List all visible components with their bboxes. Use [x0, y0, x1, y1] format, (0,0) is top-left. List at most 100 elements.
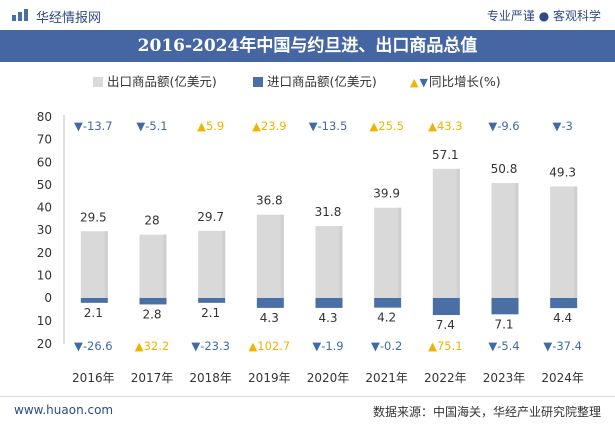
- import-bar-3: [256, 298, 284, 308]
- export-growth-label-2: ▲5.9: [197, 119, 224, 133]
- y-tick-label-top-4: 40: [37, 201, 52, 215]
- import-value-label-8: 4.4: [553, 311, 572, 325]
- import-bar-6: [432, 298, 460, 316]
- y-tick-label-top-2: 20: [37, 246, 52, 260]
- import-value-label-3: 4.3: [260, 311, 279, 325]
- export-growth-label-5: ▲25.5: [369, 119, 403, 133]
- y-tick-label-top-6: 60: [37, 155, 52, 169]
- y-tick-label-top-7: 70: [37, 133, 52, 147]
- export-growth-label-6: ▲43.3: [428, 119, 462, 133]
- import-value-label-7: 7.1: [494, 317, 513, 331]
- y-tick-label-top-0: 0: [44, 291, 52, 305]
- import-growth-label-5: ▼-0.2: [371, 339, 402, 353]
- export-bar-7: [491, 183, 519, 298]
- import-bar-0: [80, 298, 108, 303]
- import-value-label-6: 7.4: [436, 318, 455, 332]
- footer: www.huaon.com 数据来源：中国海关，华经产业研究院整理: [0, 396, 615, 428]
- y-tick-label-top-5: 50: [37, 178, 52, 192]
- x-tick-label-5: 2021年: [365, 371, 408, 385]
- import-value-label-5: 4.2: [377, 311, 396, 325]
- export-value-label-0: 29.5: [80, 210, 107, 224]
- export-bar-edge-4: [339, 226, 343, 298]
- export-growth-label-7: ▼-9.6: [488, 119, 519, 133]
- export-bar-2: [198, 230, 226, 298]
- export-bar-edge-0: [104, 231, 108, 298]
- export-bar-1: [139, 234, 167, 298]
- import-growth-label-2: ▼-23.3: [191, 339, 230, 353]
- down-triangle-icon: ▼: [419, 76, 428, 89]
- import-growth-label-0: ▼-26.6: [74, 339, 113, 353]
- chart-legend: 出口商品额(亿美元) 进口商品额(亿美元) ▲▼同比增长(%): [0, 70, 615, 94]
- export-bar-4: [315, 226, 343, 298]
- export-bar-edge-8: [574, 186, 578, 298]
- export-bar-edge-6: [456, 168, 460, 298]
- export-bar-5: [374, 207, 402, 298]
- x-tick-label-8: 2024年: [541, 371, 584, 385]
- y-tick-label-bottom-0: 10: [37, 314, 52, 328]
- y-tick-label-bottom-1: 20: [37, 337, 52, 351]
- legend-export-label: 出口商品额(亿美元): [107, 74, 217, 89]
- import-growth-label-1: ▲32.2: [135, 339, 169, 353]
- export-bar-3: [256, 214, 284, 298]
- import-value-label-0: 2.1: [84, 306, 103, 320]
- export-bar-edge-2: [222, 230, 226, 298]
- import-growth-label-3: ▲102.7: [248, 339, 290, 353]
- import-bar-7: [491, 298, 519, 315]
- export-value-label-6: 57.1: [432, 148, 459, 162]
- y-tick-label-top-8: 80: [37, 110, 52, 124]
- import-bar-8: [550, 298, 578, 309]
- import-growth-label-6: ▲75.1: [428, 339, 462, 353]
- import-bar-4: [315, 298, 343, 308]
- x-tick-label-7: 2023年: [483, 371, 526, 385]
- legend-import-swatch: [253, 77, 263, 87]
- export-growth-label-8: ▼-3: [553, 119, 573, 133]
- import-growth-label-4: ▼-1.9: [312, 339, 343, 353]
- y-tick-label-top-1: 10: [37, 268, 52, 282]
- export-value-label-2: 29.7: [197, 210, 224, 224]
- export-value-label-3: 36.8: [256, 194, 283, 208]
- export-bar-edge-1: [163, 234, 167, 298]
- legend-growth-label: 同比增长(%): [428, 74, 501, 89]
- x-tick-label-4: 2020年: [307, 371, 350, 385]
- export-bar-6: [432, 168, 460, 298]
- export-value-label-8: 49.3: [549, 165, 576, 179]
- export-value-label-7: 50.8: [491, 162, 518, 176]
- y-tick-label-top-3: 30: [37, 223, 52, 237]
- legend-import: 进口商品额(亿美元): [253, 70, 377, 94]
- x-tick-label-6: 2022年: [424, 371, 467, 385]
- import-bar-2: [198, 298, 226, 303]
- import-bar-1: [139, 298, 167, 305]
- export-bar-edge-3: [280, 214, 284, 298]
- chart-plot: 0 10 20 30 40 50 60 70 80 10 20 29.5 2.1 ▼-13.7 ▼-26.6…: [37, 110, 584, 385]
- legend-export-swatch: [93, 77, 103, 87]
- up-triangle-icon: ▲: [410, 76, 419, 89]
- export-value-label-4: 31.8: [315, 205, 342, 219]
- import-growth-label-7: ▼-5.4: [488, 339, 519, 353]
- legend-export: 出口商品额(亿美元): [93, 70, 217, 94]
- import-value-label-2: 2.1: [201, 306, 220, 320]
- export-growth-label-1: ▼-5.1: [136, 119, 167, 133]
- export-bar-0: [80, 231, 108, 298]
- x-tick-label-1: 2017年: [131, 371, 174, 385]
- export-growth-label-4: ▼-13.5: [309, 119, 348, 133]
- footer-source: 数据来源：中国海关，华经产业研究院整理: [372, 405, 601, 419]
- x-tick-label-3: 2019年: [248, 371, 291, 385]
- brand-logo-icon: [12, 9, 28, 21]
- chart-title: 2016-2024年中国与约旦进、出口商品总值: [0, 30, 615, 62]
- export-growth-label-3: ▲23.9: [252, 119, 286, 133]
- export-bar-edge-5: [398, 207, 402, 298]
- top-bar: 华经情报网 专业严谨 ● 客观科学: [0, 0, 615, 30]
- brand-name: 华经情报网: [36, 11, 102, 26]
- export-growth-label-0: ▼-13.7: [74, 119, 113, 133]
- x-tick-label-2: 2018年: [189, 371, 232, 385]
- footer-website: www.huaon.com: [14, 403, 114, 417]
- import-growth-label-8: ▼-37.4: [543, 339, 582, 353]
- import-value-label-1: 2.8: [142, 307, 161, 321]
- export-bar-edge-7: [515, 183, 519, 298]
- export-value-label-5: 39.9: [373, 187, 400, 201]
- legend-growth: ▲▼同比增长(%): [410, 70, 501, 95]
- export-bar-8: [550, 186, 578, 298]
- export-value-label-1: 28: [144, 214, 159, 228]
- import-value-label-4: 4.3: [318, 311, 337, 325]
- legend-import-label: 进口商品额(亿美元): [267, 74, 377, 89]
